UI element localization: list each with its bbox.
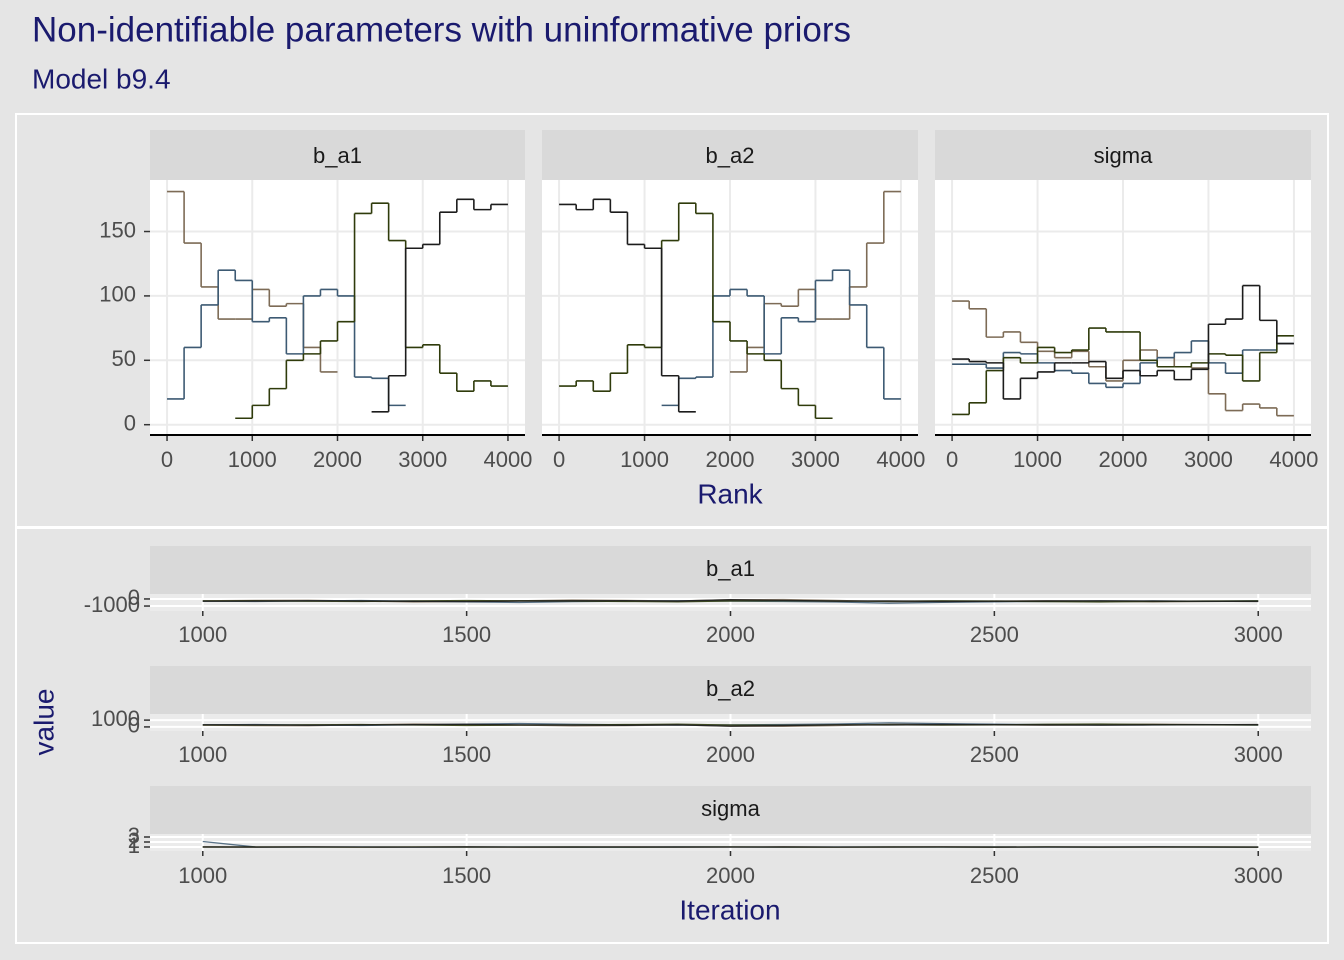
strip-label: sigma — [1094, 143, 1153, 168]
x-axis-title: Rank — [697, 478, 763, 509]
y-tick-label: 2 — [128, 828, 140, 853]
strip-label: sigma — [701, 796, 760, 821]
y-tick-label: 150 — [99, 217, 136, 242]
x-tick-label: 0 — [553, 447, 565, 472]
x-axis-title: Iteration — [679, 894, 780, 925]
x-tick-label: 4000 — [483, 447, 532, 472]
x-tick-label: 1000 — [178, 622, 227, 647]
strip-label: b_a1 — [706, 556, 755, 581]
y-axis-title: value — [28, 689, 59, 756]
x-tick-label: 1500 — [442, 863, 491, 888]
x-tick-label: 4000 — [1269, 447, 1318, 472]
strip — [150, 130, 525, 180]
y-tick-label: 1000 — [91, 706, 140, 731]
x-tick-label: 2000 — [706, 447, 755, 472]
y-tick-label: 0 — [128, 585, 140, 610]
strip — [150, 666, 1311, 714]
x-tick-label: 1000 — [228, 447, 277, 472]
x-tick-label: 3000 — [791, 447, 840, 472]
x-tick-label: 2000 — [706, 863, 755, 888]
x-tick-label: 1000 — [178, 742, 227, 767]
strip-label: b_a2 — [706, 143, 755, 168]
x-tick-label: 3000 — [1234, 622, 1283, 647]
x-tick-label: 3000 — [1234, 742, 1283, 767]
x-tick-label: 3000 — [1184, 447, 1233, 472]
strip-label: b_a1 — [313, 143, 362, 168]
x-tick-label: 4000 — [876, 447, 925, 472]
y-tick-label: 0 — [124, 411, 136, 436]
x-tick-label: 1500 — [442, 622, 491, 647]
x-tick-label: 2500 — [970, 622, 1019, 647]
y-tick-label: 50 — [112, 346, 136, 371]
y-tick-label: 100 — [99, 282, 136, 307]
x-tick-label: 1000 — [620, 447, 669, 472]
x-tick-label: 2000 — [313, 447, 362, 472]
x-tick-label: 2000 — [706, 742, 755, 767]
x-tick-label: 2000 — [1099, 447, 1148, 472]
x-tick-label: 0 — [161, 447, 173, 472]
chart-subtitle: Model b9.4 — [32, 63, 171, 94]
strip — [150, 786, 1311, 834]
trace-line — [202, 599, 1259, 603]
panel-frame — [15, 527, 1329, 944]
x-tick-label: 3000 — [1234, 863, 1283, 888]
x-tick-label: 1000 — [178, 863, 227, 888]
strip-label: b_a2 — [706, 676, 755, 701]
chart-title: Non-identifiable parameters with uninfor… — [32, 10, 851, 49]
y-tick-label: -1000 — [84, 592, 140, 617]
strip — [150, 546, 1311, 594]
x-tick-label: 2500 — [970, 863, 1019, 888]
x-tick-label: 3000 — [398, 447, 447, 472]
x-tick-label: 1000 — [1013, 447, 1062, 472]
strip — [542, 130, 918, 180]
strip — [935, 130, 1311, 180]
x-tick-label: 1500 — [442, 742, 491, 767]
y-tick-label: 1 — [128, 833, 140, 858]
x-tick-label: 2000 — [706, 622, 755, 647]
x-tick-label: 0 — [946, 447, 958, 472]
x-tick-label: 2500 — [970, 742, 1019, 767]
y-tick-label: 0 — [128, 713, 140, 738]
trace-line — [202, 723, 1259, 727]
y-tick-label: 3 — [128, 823, 140, 848]
